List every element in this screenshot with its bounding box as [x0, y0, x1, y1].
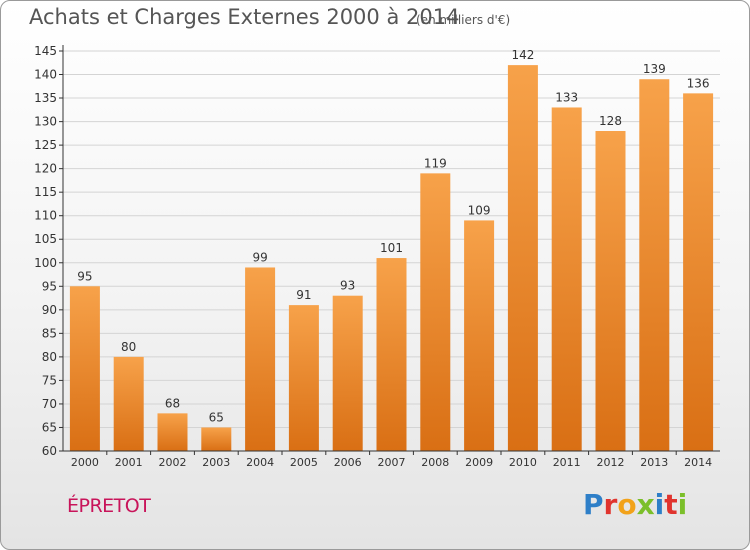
- logo-letter: x: [636, 488, 655, 521]
- x-tick-label: 2004: [246, 456, 274, 469]
- data-label: 93: [340, 279, 355, 293]
- bar: [376, 258, 407, 451]
- x-tick-label: 2014: [684, 456, 712, 469]
- y-tick-label: 140: [34, 68, 57, 82]
- commune-name: ÉPRETOT: [67, 495, 151, 517]
- y-tick-label: 90: [42, 303, 57, 317]
- y-tick-label: 105: [34, 232, 57, 246]
- x-tick-label: 2001: [115, 456, 143, 469]
- y-tick-label: 135: [34, 91, 57, 105]
- y-tick-label: 75: [42, 373, 57, 387]
- data-label: 80: [121, 340, 136, 354]
- y-tick-label: 80: [42, 350, 57, 364]
- y-tick-label: 110: [34, 209, 57, 223]
- bar: [288, 305, 319, 451]
- logo-letter: i: [654, 488, 665, 521]
- bar: [551, 107, 582, 452]
- x-tick-label: 2006: [334, 456, 362, 469]
- data-label: 101: [380, 241, 403, 255]
- x-tick-label: 2011: [553, 456, 581, 469]
- bar: [464, 220, 495, 451]
- data-label: 95: [77, 269, 92, 283]
- x-tick-label: 2010: [509, 456, 537, 469]
- bar: [245, 267, 276, 451]
- x-tick-label: 2002: [159, 456, 187, 469]
- y-tick-label: 65: [42, 420, 57, 434]
- logo-letter: P: [583, 488, 604, 521]
- bar: [420, 173, 451, 451]
- y-tick-label: 85: [42, 326, 57, 340]
- y-tick-label: 70: [42, 397, 57, 411]
- bar: [507, 65, 538, 451]
- bar: [157, 413, 188, 451]
- bar: [201, 427, 232, 451]
- proxiti-logo: Proxiti: [583, 488, 687, 521]
- data-label: 119: [424, 156, 447, 170]
- bar: [683, 93, 714, 452]
- y-tick-label: 130: [34, 115, 57, 129]
- logo-letter: t: [664, 488, 678, 521]
- axes: 60 65 70 75 80 85 90 95 100 105 110 115 120 125 130 135…: [34, 44, 720, 469]
- data-label: 133: [555, 90, 578, 104]
- bar: [69, 286, 100, 451]
- x-tick-label: 2013: [640, 456, 668, 469]
- chart-title: Achats et Charges Externes 2000 à 2014: [29, 5, 460, 29]
- chart-subtitle: (en milliers d'€): [416, 13, 511, 27]
- bar: [113, 356, 144, 451]
- x-tick-label: 2008: [421, 456, 449, 469]
- data-label: 128: [599, 114, 622, 128]
- y-tick-label: 100: [34, 256, 57, 270]
- logo-letter: i: [677, 488, 688, 521]
- bar: [595, 131, 626, 451]
- data-label: 136: [687, 76, 710, 90]
- bar: [639, 79, 670, 451]
- x-tick-label: 2009: [465, 456, 493, 469]
- logo-letter: o: [617, 488, 637, 521]
- data-label: 142: [511, 48, 534, 62]
- bar: [332, 295, 363, 451]
- data-label: 68: [165, 396, 180, 410]
- x-tick-label: 2005: [290, 456, 318, 469]
- y-tick-label: 115: [34, 185, 57, 199]
- y-tick-label: 60: [42, 444, 57, 458]
- x-tick-label: 2003: [202, 456, 230, 469]
- data-label: 99: [252, 250, 267, 264]
- x-tick-label: 2000: [71, 456, 99, 469]
- data-label: 109: [468, 203, 491, 217]
- data-label: 139: [643, 62, 666, 76]
- y-tick-label: 125: [34, 138, 57, 152]
- data-label: 65: [209, 410, 224, 424]
- data-label: 91: [296, 288, 311, 302]
- x-tick-label: 2012: [597, 456, 625, 469]
- x-tick-label: 2007: [378, 456, 406, 469]
- logo-letter: r: [603, 488, 618, 521]
- bars: 95 80 68 65 99 91 93 101 119 109 142 133 128 139 136: [69, 48, 714, 452]
- y-tick-label: 95: [42, 279, 57, 293]
- y-tick-label: 145: [34, 44, 57, 58]
- y-tick-label: 120: [34, 162, 57, 176]
